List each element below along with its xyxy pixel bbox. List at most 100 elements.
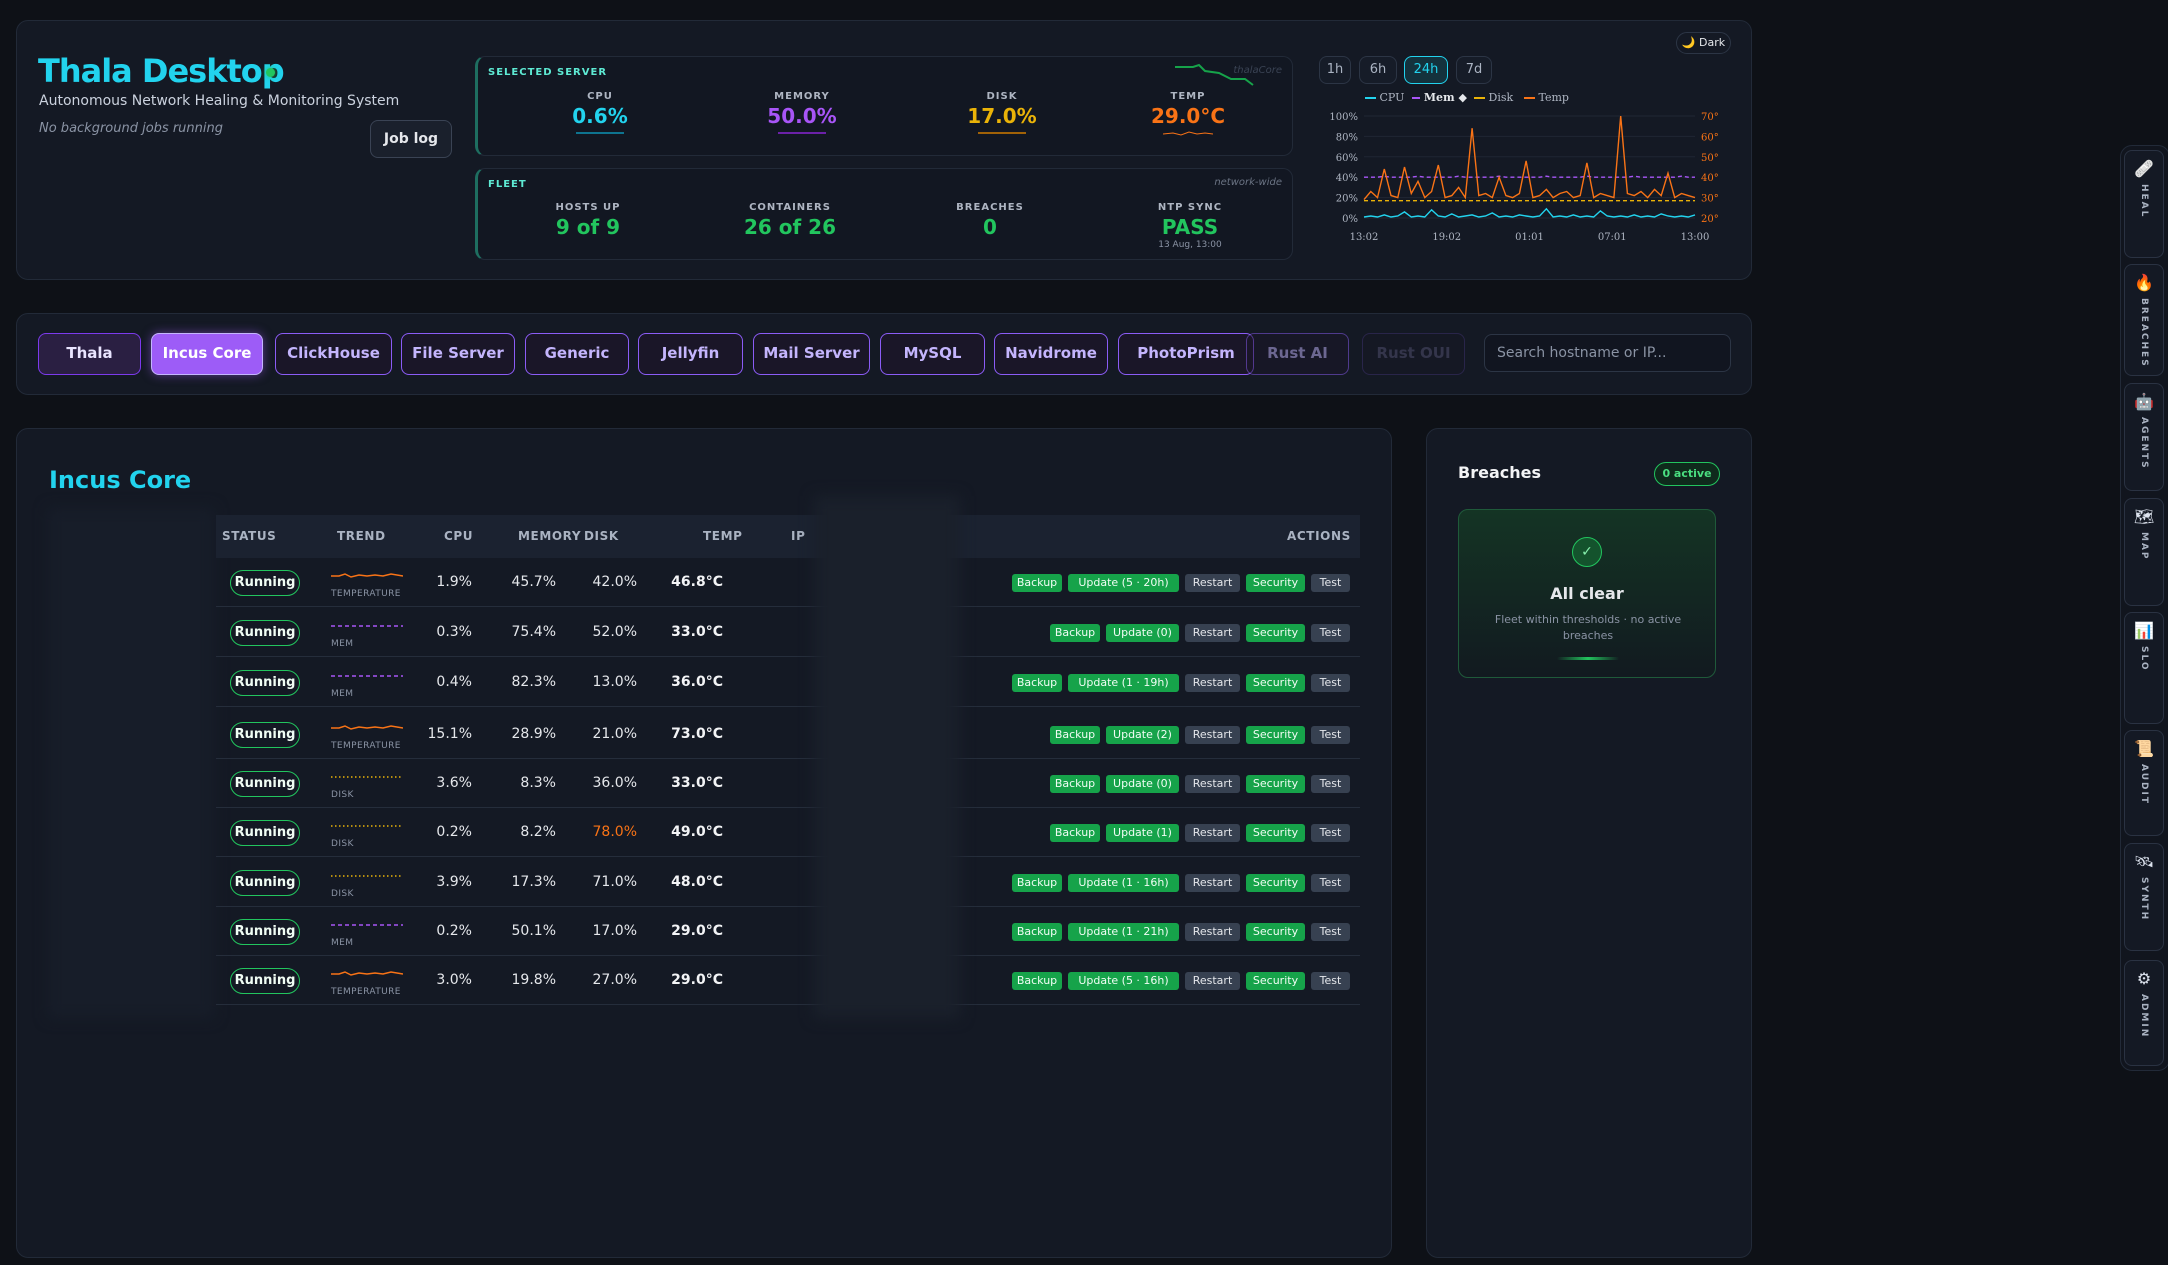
backup-button[interactable]: Backup xyxy=(1012,923,1062,941)
sidebar-slo[interactable]: 📊 SLO xyxy=(2124,612,2164,724)
containers-value: 26 of 26 xyxy=(743,215,837,239)
table-row[interactable]: Running DISK 3.9% 17.3% 71.0% 48.0°C Backup Upd… xyxy=(216,858,1360,907)
restart-button[interactable]: Restart xyxy=(1185,972,1240,990)
restart-button[interactable]: Restart xyxy=(1185,775,1240,793)
table-row[interactable]: Running DISK 3.6% 8.3% 36.0% 33.0°C Backup Upda… xyxy=(216,759,1360,808)
range-24h-button[interactable]: 24h xyxy=(1404,56,1448,84)
tab-rust-oui[interactable]: Rust OUI xyxy=(1362,333,1465,375)
backup-button[interactable]: Backup xyxy=(1012,674,1062,692)
restart-button[interactable]: Restart xyxy=(1185,624,1240,642)
table-row[interactable]: Running TEMPERATURE 3.0% 19.8% 27.0% 29.0°C Ba… xyxy=(216,956,1360,1005)
col-status[interactable]: STATUS xyxy=(222,529,277,543)
tab-thala[interactable]: Thala xyxy=(38,333,141,375)
restart-button[interactable]: Restart xyxy=(1185,923,1240,941)
backup-button[interactable]: Backup xyxy=(1012,574,1062,592)
security-button[interactable]: Security xyxy=(1246,972,1305,990)
memory-cell: 8.2% xyxy=(520,824,556,840)
update-button[interactable]: Update (1) xyxy=(1106,824,1179,842)
security-button[interactable]: Security xyxy=(1246,824,1305,842)
security-button[interactable]: Security xyxy=(1246,674,1305,692)
restart-button[interactable]: Restart xyxy=(1185,574,1240,592)
legend-mem[interactable]: Mem ◆ xyxy=(1412,91,1467,104)
update-button[interactable]: Update (1 · 16h) xyxy=(1068,874,1179,892)
tab-jellyfin[interactable]: Jellyfin xyxy=(638,333,743,375)
col-cpu[interactable]: CPU xyxy=(444,529,474,543)
update-button[interactable]: Update (5 · 16h) xyxy=(1068,972,1179,990)
update-button[interactable]: Update (2) xyxy=(1106,726,1179,744)
test-button[interactable]: Test xyxy=(1311,574,1350,592)
tab-mysql[interactable]: MySQL xyxy=(880,333,985,375)
disk-cell: 21.0% xyxy=(592,726,637,742)
sidebar-heal[interactable]: 🩹 HEAL xyxy=(2124,150,2164,258)
job-log-button[interactable]: Job log xyxy=(370,120,452,158)
security-button[interactable]: Security xyxy=(1246,874,1305,892)
tab-generic[interactable]: Generic xyxy=(525,333,629,375)
range-7d-button[interactable]: 7d xyxy=(1456,56,1492,84)
fleet-note: network-wide xyxy=(1214,177,1282,188)
table-row[interactable]: Running DISK 0.2% 8.2% 78.0% 49.0°C Backup Upda… xyxy=(216,808,1360,857)
col-trend[interactable]: TREND xyxy=(337,529,386,543)
test-button[interactable]: Test xyxy=(1311,824,1350,842)
test-button[interactable]: Test xyxy=(1311,775,1350,793)
col-disk[interactable]: DISK xyxy=(584,529,619,543)
theme-toggle-button[interactable]: 🌙 Dark xyxy=(1676,32,1731,54)
tab-clickhouse[interactable]: ClickHouse xyxy=(275,333,392,375)
sidebar-audit[interactable]: 📜 AUDIT xyxy=(2124,730,2164,836)
sidebar-admin[interactable]: ⚙ ADMIN xyxy=(2124,960,2164,1066)
test-button[interactable]: Test xyxy=(1311,874,1350,892)
range-1h-button[interactable]: 1h xyxy=(1319,56,1351,84)
test-button[interactable]: Test xyxy=(1311,923,1350,941)
table-row[interactable]: Running TEMPERATURE 15.1% 28.9% 21.0% 73.0°C B… xyxy=(216,710,1360,759)
search-input[interactable]: Search hostname or IP... xyxy=(1484,334,1731,372)
legend-cpu[interactable]: CPU xyxy=(1365,91,1404,104)
sidebar-map[interactable]: 🗺 MAP xyxy=(2124,498,2164,606)
tab-file-server[interactable]: File Server xyxy=(401,333,515,375)
security-button[interactable]: Security xyxy=(1246,726,1305,744)
update-button[interactable]: Update (0) xyxy=(1106,775,1179,793)
security-button[interactable]: Security xyxy=(1246,574,1305,592)
test-button[interactable]: Test xyxy=(1311,624,1350,642)
sidebar-breaches[interactable]: 🔥 BREACHES xyxy=(2124,264,2164,376)
table-row[interactable]: Running TEMPERATURE 1.9% 45.7% 42.0% 46.8°C Ba… xyxy=(216,558,1360,607)
restart-button[interactable]: Restart xyxy=(1185,824,1240,842)
tab-incus-core[interactable]: Incus Core xyxy=(151,333,263,375)
breaches-icon: 🔥 xyxy=(2134,273,2154,292)
test-button[interactable]: Test xyxy=(1311,674,1350,692)
range-6h-button[interactable]: 6h xyxy=(1359,56,1397,84)
restart-button[interactable]: Restart xyxy=(1185,674,1240,692)
status-badge: Running xyxy=(230,771,300,797)
legend-disk[interactable]: Disk xyxy=(1474,91,1513,104)
tab-navidrome[interactable]: Navidrome xyxy=(994,333,1108,375)
col-temp[interactable]: TEMP xyxy=(703,529,743,543)
backup-button[interactable]: Backup xyxy=(1012,972,1062,990)
col-ip[interactable]: IP xyxy=(791,529,806,543)
update-button[interactable]: Update (1 · 21h) xyxy=(1068,923,1179,941)
test-button[interactable]: Test xyxy=(1311,726,1350,744)
table-row[interactable]: Running MEM 0.3% 75.4% 52.0% 33.0°C Backup Upda… xyxy=(216,608,1360,657)
table-row[interactable]: Running MEM 0.2% 50.1% 17.0% 29.0°C Backup Upda… xyxy=(216,907,1360,956)
restart-button[interactable]: Restart xyxy=(1185,874,1240,892)
security-button[interactable]: Security xyxy=(1246,775,1305,793)
backup-button[interactable]: Backup xyxy=(1050,624,1100,642)
update-button[interactable]: Update (5 · 20h) xyxy=(1068,574,1179,592)
table-row[interactable]: Running MEM 0.4% 82.3% 13.0% 36.0°C Backup Upda… xyxy=(216,658,1360,707)
backup-button[interactable]: Backup xyxy=(1050,775,1100,793)
backup-button[interactable]: Backup xyxy=(1050,726,1100,744)
tab-mail-server[interactable]: Mail Server xyxy=(753,333,870,375)
sidebar-synth[interactable]: 🛰 SYNTH xyxy=(2124,843,2164,951)
security-button[interactable]: Security xyxy=(1246,923,1305,941)
sidebar-agents[interactable]: 🤖 AGENTS xyxy=(2124,383,2164,491)
update-button[interactable]: Update (1 · 19h) xyxy=(1068,674,1179,692)
test-button[interactable]: Test xyxy=(1311,972,1350,990)
security-button[interactable]: Security xyxy=(1246,624,1305,642)
tab-rust-ai[interactable]: Rust AI xyxy=(1246,333,1349,375)
col-memory[interactable]: MEMORY xyxy=(518,529,582,543)
tab-photoprism[interactable]: PhotoPrism xyxy=(1118,333,1254,375)
backup-button[interactable]: Backup xyxy=(1050,824,1100,842)
trend-sparkline: MEM xyxy=(331,666,403,700)
restart-button[interactable]: Restart xyxy=(1185,726,1240,744)
legend-temp[interactable]: Temp xyxy=(1524,91,1569,104)
update-button[interactable]: Update (0) xyxy=(1106,624,1179,642)
backup-button[interactable]: Backup xyxy=(1012,874,1062,892)
metrics-chart[interactable]: 100% 80% 60% 40% 20% 0% 70° 60° 50° 40° 30° 20° 13:0… xyxy=(1320,104,1740,262)
